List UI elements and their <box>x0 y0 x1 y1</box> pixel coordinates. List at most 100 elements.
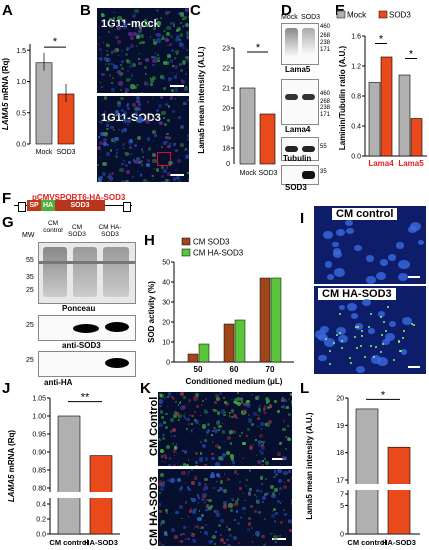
y-tick-label: 40 <box>162 280 170 287</box>
panel-h-letter: H <box>144 232 155 249</box>
x-tick-label: HA-SOD3 <box>382 538 416 547</box>
y-tick-label: 19 <box>336 423 344 430</box>
y-tick-label: 0.8 <box>351 94 361 101</box>
y-tick-label: 0 <box>340 532 344 539</box>
blot-lama5 <box>281 23 319 65</box>
bar <box>355 408 379 535</box>
lane-cm-ha-sod3: CM HA-SOD3 <box>98 224 122 238</box>
bar <box>187 353 199 363</box>
y-tick-label: 1.5 <box>16 48 26 55</box>
construct-name: pCMVSPORT6-HA-SOD3 <box>32 193 126 202</box>
x-tick-label: SOD3 <box>258 170 277 177</box>
axis-break <box>44 492 124 498</box>
y-tick-label: 10 <box>162 340 170 347</box>
y-tick-label: 0.4 <box>351 124 361 131</box>
bar <box>368 82 381 157</box>
bar <box>198 343 210 363</box>
y-axis-label: LAMA5 mRNA (Rq) <box>7 430 16 502</box>
y-tick-label: 0.0 <box>16 142 26 149</box>
y-axis-label: Laminin/Tubulin ratio (A.U.) <box>338 46 347 151</box>
lane-cm-sod3: CM SOD3 <box>68 224 86 238</box>
y-tick-label: 20 <box>336 396 344 403</box>
sig-marker: * <box>409 49 414 61</box>
y-tick-label: 0.95 <box>32 432 46 439</box>
inset-box <box>157 152 171 166</box>
legend-swatch <box>181 237 191 246</box>
panel-a-letter: A <box>2 2 13 19</box>
sig-marker: * <box>379 34 384 46</box>
y-axis-label: Lama5 mean intensity (A.U.) <box>305 412 314 519</box>
blot-label-anti-sod3: anti-SOD3 <box>62 341 101 350</box>
panel-f-letter: F <box>2 190 12 207</box>
panel-j-letter: J <box>2 380 11 397</box>
lane-cm-control: CM control <box>43 220 63 234</box>
bar <box>223 323 235 363</box>
y-tick-label: 21 <box>222 86 230 93</box>
x-axis-label: Conditioned medium (μL) <box>186 377 283 386</box>
panel-i-letter: I <box>300 210 305 227</box>
legend-swatch <box>336 10 346 19</box>
sig-marker: ** <box>81 392 90 404</box>
micrograph-k-label-bottom: CM HA-SOD3 <box>148 476 160 546</box>
y-tick-label: 0 <box>166 360 170 367</box>
y-axis-label: Lama5 mean intensity (A.U.) <box>197 46 206 153</box>
mw-title: MW <box>22 232 35 239</box>
sig-marker: * <box>53 36 58 48</box>
lane-sod3: SOD3 <box>301 14 321 21</box>
bar <box>239 87 256 165</box>
y-tick-label: 22 <box>222 66 230 73</box>
y-tick-label: 1.05 <box>32 396 46 403</box>
y-tick-label: 5 <box>340 503 344 510</box>
x-tick-label: Mock <box>240 170 257 177</box>
panel-g-letter: G <box>2 214 14 231</box>
y-tick-label: 0.85 <box>32 468 46 475</box>
lane-mock: Mock <box>281 14 298 21</box>
legend-swatch <box>378 10 388 19</box>
panel-c-chart: 18 19 20 21 22 23 0 Lama5 mean intensity (A.U.)… <box>197 42 278 177</box>
y-tick-label: 0 <box>226 161 230 168</box>
y-tick-label: 0.0 <box>36 532 46 539</box>
x-tick-label: Lama5 <box>398 159 424 168</box>
scale-bar <box>272 458 286 460</box>
legend-label: CM HA-SOD3 <box>193 249 244 258</box>
y-tick-label: 18 <box>336 450 344 457</box>
blot-label-lama4: Lama4 <box>285 125 311 134</box>
sig-marker: * <box>381 389 386 401</box>
blot-anti-ha <box>38 351 136 377</box>
y-tick-label: 0.2 <box>36 517 46 524</box>
x-tick-label: 50 <box>194 365 203 374</box>
micrograph-1g11-mock: 1G11-mock <box>97 8 189 93</box>
panel-e-chart: 0.0 0.4 0.8 1.2 1.6 Laminin/Tubulin ratio (A.… <box>336 10 427 168</box>
y-tick-label: 1.6 <box>351 34 361 41</box>
bar <box>259 277 271 363</box>
y-tick-label: 0.90 <box>32 450 46 457</box>
y-tick-label: 1.2 <box>351 64 361 71</box>
x-tick-label: 70 <box>266 365 275 374</box>
blot-tubulin <box>281 137 319 161</box>
y-tick-label: 18 <box>222 146 230 153</box>
y-tick-label: 1.0 <box>16 79 26 86</box>
panel-h-chart: 0 10 20 30 40 50 SOD activity (%) 50 60 70 Conditi… <box>147 237 294 386</box>
y-tick-label: 19 <box>222 126 230 133</box>
micrograph-k-label-top: CM Control <box>148 396 160 456</box>
blot-label-tubulin: Tubulin <box>283 154 312 163</box>
legend-swatch <box>181 248 191 257</box>
y-tick-label: 0.5 <box>16 110 26 117</box>
y-tick-label: 0.0 <box>351 154 361 161</box>
micrograph-label: CM control <box>332 208 398 220</box>
panel-d-letter: D <box>281 2 292 19</box>
blot-anti-sod3 <box>38 315 136 341</box>
sig-marker: * <box>256 42 261 54</box>
bar <box>270 277 282 363</box>
panel-j-chart: 0.0 0.2 0.4 0.80 0.85 0.90 0.95 1.00 1.05 LAMA5 m… <box>7 392 124 547</box>
bar <box>234 319 246 363</box>
axis-break <box>342 484 422 490</box>
y-axis-label: SOD activity (%) <box>147 281 156 343</box>
micrograph-cm-control: CM control <box>314 206 426 284</box>
legend-label: CM SOD3 <box>193 238 230 247</box>
micrograph-k-control <box>158 392 292 466</box>
micrograph-k-ha-sod3 <box>158 469 292 546</box>
blot-sod3 <box>281 165 319 185</box>
blot-lama4 <box>281 79 319 125</box>
y-tick-label: 0.80 <box>32 486 46 493</box>
